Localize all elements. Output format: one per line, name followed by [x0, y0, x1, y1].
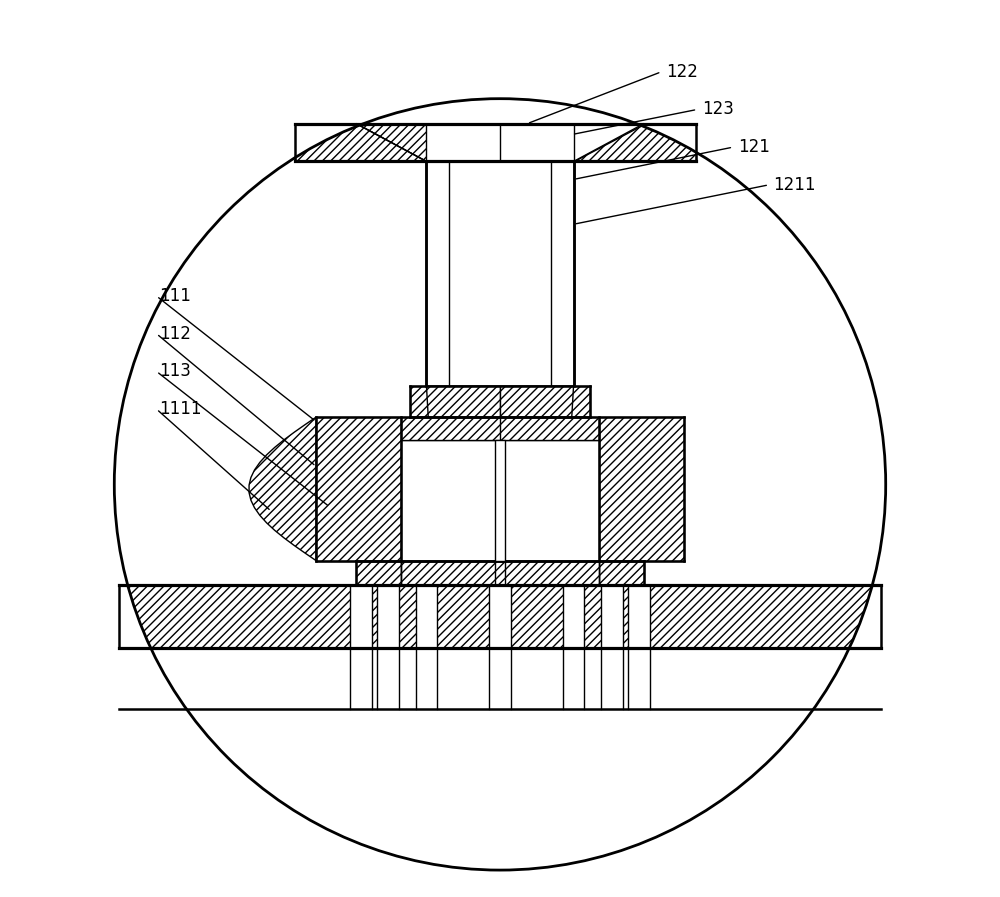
- Polygon shape: [356, 561, 401, 585]
- Text: 123: 123: [702, 100, 734, 118]
- Polygon shape: [401, 561, 599, 585]
- Polygon shape: [401, 417, 599, 440]
- Polygon shape: [599, 561, 644, 585]
- Polygon shape: [249, 417, 316, 561]
- Text: 1111: 1111: [159, 400, 202, 418]
- Text: 112: 112: [159, 325, 191, 343]
- Text: 122: 122: [666, 63, 698, 81]
- Polygon shape: [500, 386, 590, 417]
- Polygon shape: [599, 417, 684, 561]
- Polygon shape: [489, 585, 511, 648]
- Text: 1211: 1211: [774, 176, 816, 194]
- Polygon shape: [119, 585, 881, 648]
- Polygon shape: [628, 585, 650, 648]
- Polygon shape: [495, 440, 505, 561]
- Text: 113: 113: [159, 362, 191, 380]
- Polygon shape: [426, 161, 574, 386]
- Polygon shape: [416, 585, 437, 648]
- Polygon shape: [377, 585, 399, 648]
- Polygon shape: [401, 440, 599, 561]
- Polygon shape: [350, 585, 372, 648]
- Text: 121: 121: [738, 138, 770, 156]
- Polygon shape: [563, 585, 584, 648]
- Polygon shape: [316, 417, 401, 561]
- Polygon shape: [410, 386, 500, 417]
- Text: 111: 111: [159, 287, 191, 305]
- Polygon shape: [295, 124, 426, 161]
- Circle shape: [114, 99, 886, 870]
- Polygon shape: [601, 585, 623, 648]
- Polygon shape: [426, 124, 574, 161]
- Polygon shape: [574, 124, 696, 161]
- Polygon shape: [356, 124, 644, 161]
